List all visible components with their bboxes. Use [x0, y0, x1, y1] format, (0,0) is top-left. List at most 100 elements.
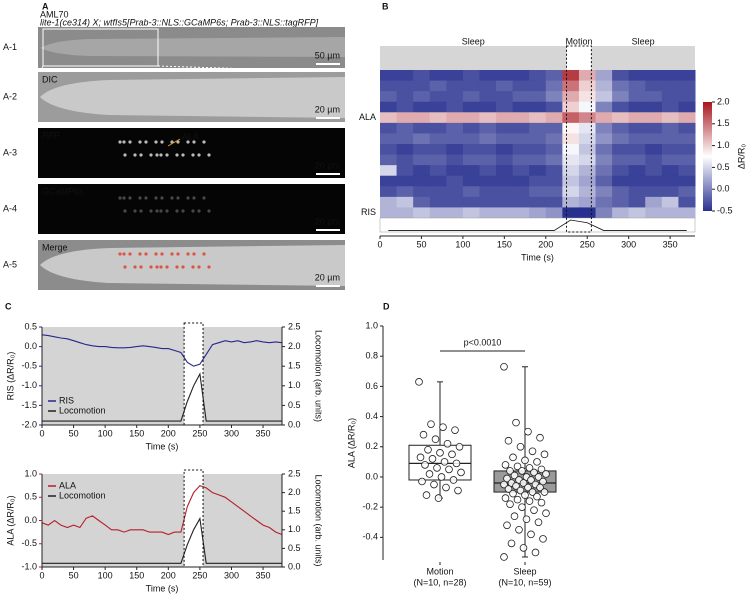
neuron-spot: [123, 209, 127, 213]
heat-cell: [380, 154, 398, 166]
x-tick-note: (N=10, n=28): [413, 577, 466, 587]
heat-cell: [612, 91, 630, 103]
data-point: [424, 445, 432, 454]
heat-cell: [380, 133, 398, 145]
heat-cell: [446, 186, 464, 198]
heat-cell: [429, 165, 447, 177]
y-axis-label: ALA (ΔR/R₀): [5, 495, 15, 545]
heat-cell: [512, 165, 530, 177]
heat-cell: [462, 144, 480, 156]
data-point: [512, 482, 520, 490]
genotype: lite-1(ce314) X; wtfIs5[Prab-3::NLS::GCa…: [40, 17, 319, 27]
y-tick-label: 0.5: [24, 321, 37, 331]
heat-cell: [562, 122, 580, 134]
y2-tick-label: 0.5: [288, 400, 301, 410]
x-tick-label: 200: [161, 570, 176, 580]
y2-axis-label: Locomotion (arb. units): [314, 474, 324, 566]
x-tick-label: 0: [39, 428, 44, 438]
heat-cell: [396, 112, 414, 124]
heat-cell: [512, 91, 530, 103]
heat-cell: [562, 112, 580, 124]
heat-cell: [396, 101, 414, 113]
heat-cell: [446, 112, 464, 124]
data-point: [506, 467, 514, 475]
heat-cell: [678, 80, 696, 92]
x-axis-label: Time (s): [521, 252, 554, 262]
heat-cell: [545, 80, 563, 92]
data-point: [527, 530, 535, 539]
neuron-spot: [192, 196, 196, 200]
legend-label: ALA: [59, 480, 76, 490]
data-point: [503, 521, 511, 530]
heat-cell: [545, 196, 563, 208]
x-tick-label: 250: [192, 428, 207, 438]
heat-cell: [396, 175, 414, 187]
heat-cell: [380, 186, 398, 198]
image-panel: [38, 184, 345, 234]
y-tick-label: -0.2: [362, 502, 378, 512]
heat-cell: [396, 186, 414, 198]
neuron-spot: [128, 196, 132, 200]
colorbar-tick-label: 1.0: [717, 140, 730, 150]
data-point: [501, 494, 510, 502]
y2-tick-label: 1.0: [288, 524, 301, 534]
x-tick-label: 50: [69, 428, 79, 438]
heat-cell: [645, 207, 663, 219]
legend-label: Locomotion: [59, 405, 106, 415]
motion-window: [566, 45, 592, 233]
y-tick-label: 0.0: [24, 341, 37, 351]
heat-cell: [595, 70, 613, 82]
data-point: [528, 447, 537, 456]
heat-cell: [661, 101, 679, 113]
heat-cell: [479, 144, 497, 156]
heat-cell: [661, 112, 679, 124]
data-point: [540, 488, 549, 496]
locomotion-trace: [388, 219, 687, 231]
heat-cell: [429, 175, 447, 187]
heat-cell: [512, 133, 530, 145]
neuron-spot: [139, 265, 143, 269]
heat-cell: [462, 133, 480, 145]
x-tick-label: 0: [377, 239, 382, 249]
data-point: [521, 456, 529, 465]
data-point: [504, 436, 513, 445]
y-tick-label: 0.6: [365, 381, 378, 391]
x-tick-label: 100: [98, 428, 113, 438]
neuron-spot: [165, 265, 169, 269]
neuron-spot: [197, 209, 201, 213]
heat-cell: [678, 175, 696, 187]
heat-cell: [462, 154, 480, 166]
data-point: [428, 455, 437, 463]
heat-cell: [512, 154, 530, 166]
heat-cell: [661, 80, 679, 92]
neuron-spot: [138, 140, 142, 144]
x-tick-label: Sleep: [513, 566, 536, 576]
neuron-spot: [181, 265, 185, 269]
heat-cell: [578, 70, 597, 82]
heat-cell: [562, 207, 580, 219]
heat-cell: [628, 165, 646, 177]
image-caption: RFP: [42, 130, 60, 140]
heat-cell: [413, 186, 431, 198]
heat-cell: [496, 154, 514, 166]
heat-cell: [595, 196, 613, 208]
heat-cell: [396, 122, 414, 134]
neuron-spot: [138, 196, 142, 200]
data-point: [534, 518, 543, 527]
heat-cell: [479, 165, 497, 177]
heat-cell: [612, 196, 630, 208]
neuron-spot: [118, 252, 122, 256]
heat-cell: [612, 70, 630, 82]
data-point: [510, 512, 519, 521]
neuron-spot: [133, 209, 137, 213]
heat-cell: [462, 112, 480, 124]
heat-cell: [562, 133, 580, 145]
heat-cell: [628, 112, 646, 124]
x-tick-label: 0: [39, 570, 44, 580]
heat-cell: [462, 186, 480, 198]
heat-cell: [545, 133, 563, 145]
locomotion-strip: [379, 217, 696, 233]
heat-cell: [496, 91, 514, 103]
y2-tick-label: 0.0: [288, 419, 301, 429]
heat-cell: [512, 101, 530, 113]
